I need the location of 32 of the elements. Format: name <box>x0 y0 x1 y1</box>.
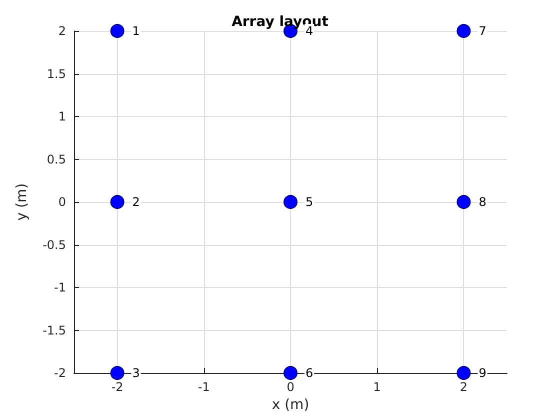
annotation: 1 <box>132 24 140 38</box>
y-tick-label: -2 <box>54 366 66 380</box>
point <box>110 195 124 209</box>
y-tick-label: -1.5 <box>42 323 66 338</box>
y-tick-label: -0.5 <box>42 238 66 252</box>
x-tick-label: 2 <box>460 380 468 394</box>
annotation: 7 <box>478 24 486 38</box>
point <box>456 195 471 209</box>
annotation: 2 <box>132 195 140 209</box>
y-axis-title: y (m) <box>14 183 30 221</box>
y-tick-label: 0 <box>58 195 66 209</box>
point <box>456 366 471 380</box>
annotation: 8 <box>478 195 486 209</box>
annotation: 6 <box>306 366 314 380</box>
y-tick-label: 0.5 <box>46 152 66 166</box>
x-tick-label: 1 <box>373 380 381 394</box>
x-axis-title: x (m) <box>272 396 310 413</box>
y-tick-label: 2 <box>58 24 66 38</box>
point <box>456 24 471 38</box>
annotation: 5 <box>306 195 314 209</box>
point <box>284 195 298 209</box>
point <box>284 366 298 380</box>
x-tick-label: -2 <box>111 380 124 394</box>
point <box>110 24 124 38</box>
y-tick-label: 1.5 <box>46 66 66 81</box>
annotation: 3 <box>132 366 140 380</box>
x-tick-label: -1 <box>198 380 210 394</box>
point <box>110 366 124 380</box>
x-tick-label: 0 <box>286 380 294 394</box>
y-tick-label: -1 <box>54 280 66 294</box>
annotation: 9 <box>478 366 486 380</box>
y-tick-label: 1 <box>58 110 66 124</box>
